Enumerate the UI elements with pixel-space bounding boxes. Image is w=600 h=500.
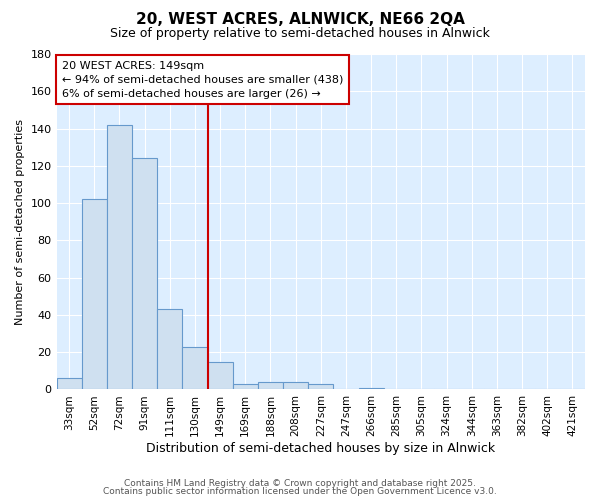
Bar [56,378,82,390]
Bar [182,346,208,390]
Y-axis label: Number of semi-detached properties: Number of semi-detached properties [15,118,25,324]
Bar [233,384,258,390]
Text: Size of property relative to semi-detached houses in Alnwick: Size of property relative to semi-detach… [110,28,490,40]
Bar [208,362,233,390]
Text: 20, WEST ACRES, ALNWICK, NE66 2QA: 20, WEST ACRES, ALNWICK, NE66 2QA [136,12,464,28]
Text: Contains public sector information licensed under the Open Government Licence v3: Contains public sector information licen… [103,487,497,496]
Bar [258,382,283,390]
Text: Contains HM Land Registry data © Crown copyright and database right 2025.: Contains HM Land Registry data © Crown c… [124,478,476,488]
Bar [283,382,308,390]
Text: 20 WEST ACRES: 149sqm
← 94% of semi-detached houses are smaller (438)
6% of semi: 20 WEST ACRES: 149sqm ← 94% of semi-deta… [62,60,343,98]
Bar [82,200,107,390]
Bar [359,388,383,390]
Bar [308,384,334,390]
X-axis label: Distribution of semi-detached houses by size in Alnwick: Distribution of semi-detached houses by … [146,442,496,455]
Bar [157,310,182,390]
Bar [107,125,132,390]
Bar [132,158,157,390]
